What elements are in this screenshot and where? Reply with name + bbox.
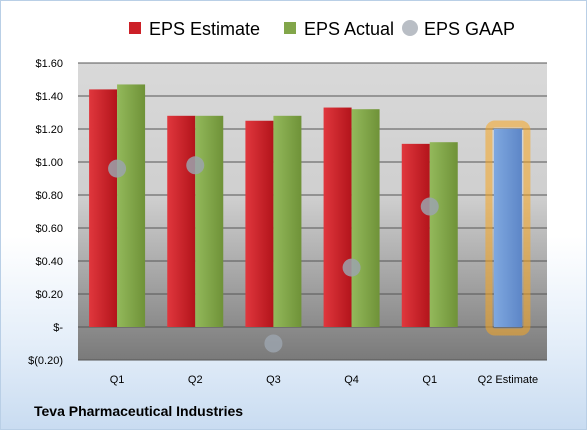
- point-eps-gaap: [264, 334, 283, 353]
- bar-eps-estimate: [89, 89, 118, 328]
- company-name: Teva Pharmaceutical Industries: [34, 403, 244, 419]
- legend-label: EPS GAAP: [424, 19, 515, 39]
- legend-label: EPS Estimate: [149, 19, 260, 39]
- legend-swatch: [129, 22, 141, 34]
- y-axis-ticks: $1.60 $1.40 $1.20 $1.00 $0.80 $0.60 $0.40 $0.20…: [28, 58, 63, 367]
- legend-label: EPS Actual: [304, 19, 394, 39]
- bar-eps-estimate: [323, 107, 352, 327]
- x-tick-label: Q1: [110, 374, 125, 386]
- x-axis-ticks: Q1 Q2 Q3 Q4 Q1 Q2 Estimate: [110, 374, 538, 386]
- bar-eps-estimate: [167, 115, 196, 327]
- estimate-highlight: [485, 120, 531, 336]
- point-eps-gaap: [342, 258, 361, 277]
- x-tick-label: Q1: [422, 374, 437, 386]
- y-tick-label: $0.80: [35, 190, 63, 202]
- bar-eps-actual: [351, 109, 380, 327]
- y-tick-label: $1.40: [35, 91, 63, 103]
- point-eps-gaap: [420, 197, 439, 216]
- bar-next-estimate: [493, 129, 522, 327]
- legend-swatch: [402, 20, 418, 36]
- y-tick-label: $0.20: [35, 289, 63, 301]
- gaap-points: [108, 156, 439, 353]
- point-eps-gaap: [186, 156, 205, 175]
- bar-eps-actual: [429, 142, 458, 327]
- y-tick-label: $1.60: [35, 58, 63, 70]
- bar-eps-actual: [195, 115, 224, 327]
- y-tick-label: $-: [53, 322, 63, 334]
- bar-eps-estimate: [401, 143, 430, 327]
- y-tick-label: $1.20: [35, 124, 63, 136]
- bar-eps-estimate: [245, 120, 274, 327]
- y-tick-label: $0.40: [35, 256, 63, 268]
- x-tick-label: Q2 Estimate: [478, 374, 539, 386]
- x-tick-label: Q4: [344, 374, 359, 386]
- y-tick-label: $(0.20): [28, 355, 63, 367]
- legend: EPS Estimate EPS Actual EPS GAAP: [129, 19, 515, 39]
- plot-area: [78, 63, 547, 360]
- x-tick-label: Q2: [188, 374, 203, 386]
- bars: [89, 84, 531, 336]
- point-eps-gaap: [108, 159, 127, 178]
- bar-eps-actual: [273, 115, 302, 327]
- y-tick-label: $0.60: [35, 223, 63, 235]
- gridlines: [78, 62, 547, 361]
- bar-eps-actual: [117, 84, 146, 327]
- legend-swatch: [284, 22, 296, 34]
- x-tick-label: Q3: [266, 374, 281, 386]
- y-tick-label: $1.00: [35, 157, 63, 169]
